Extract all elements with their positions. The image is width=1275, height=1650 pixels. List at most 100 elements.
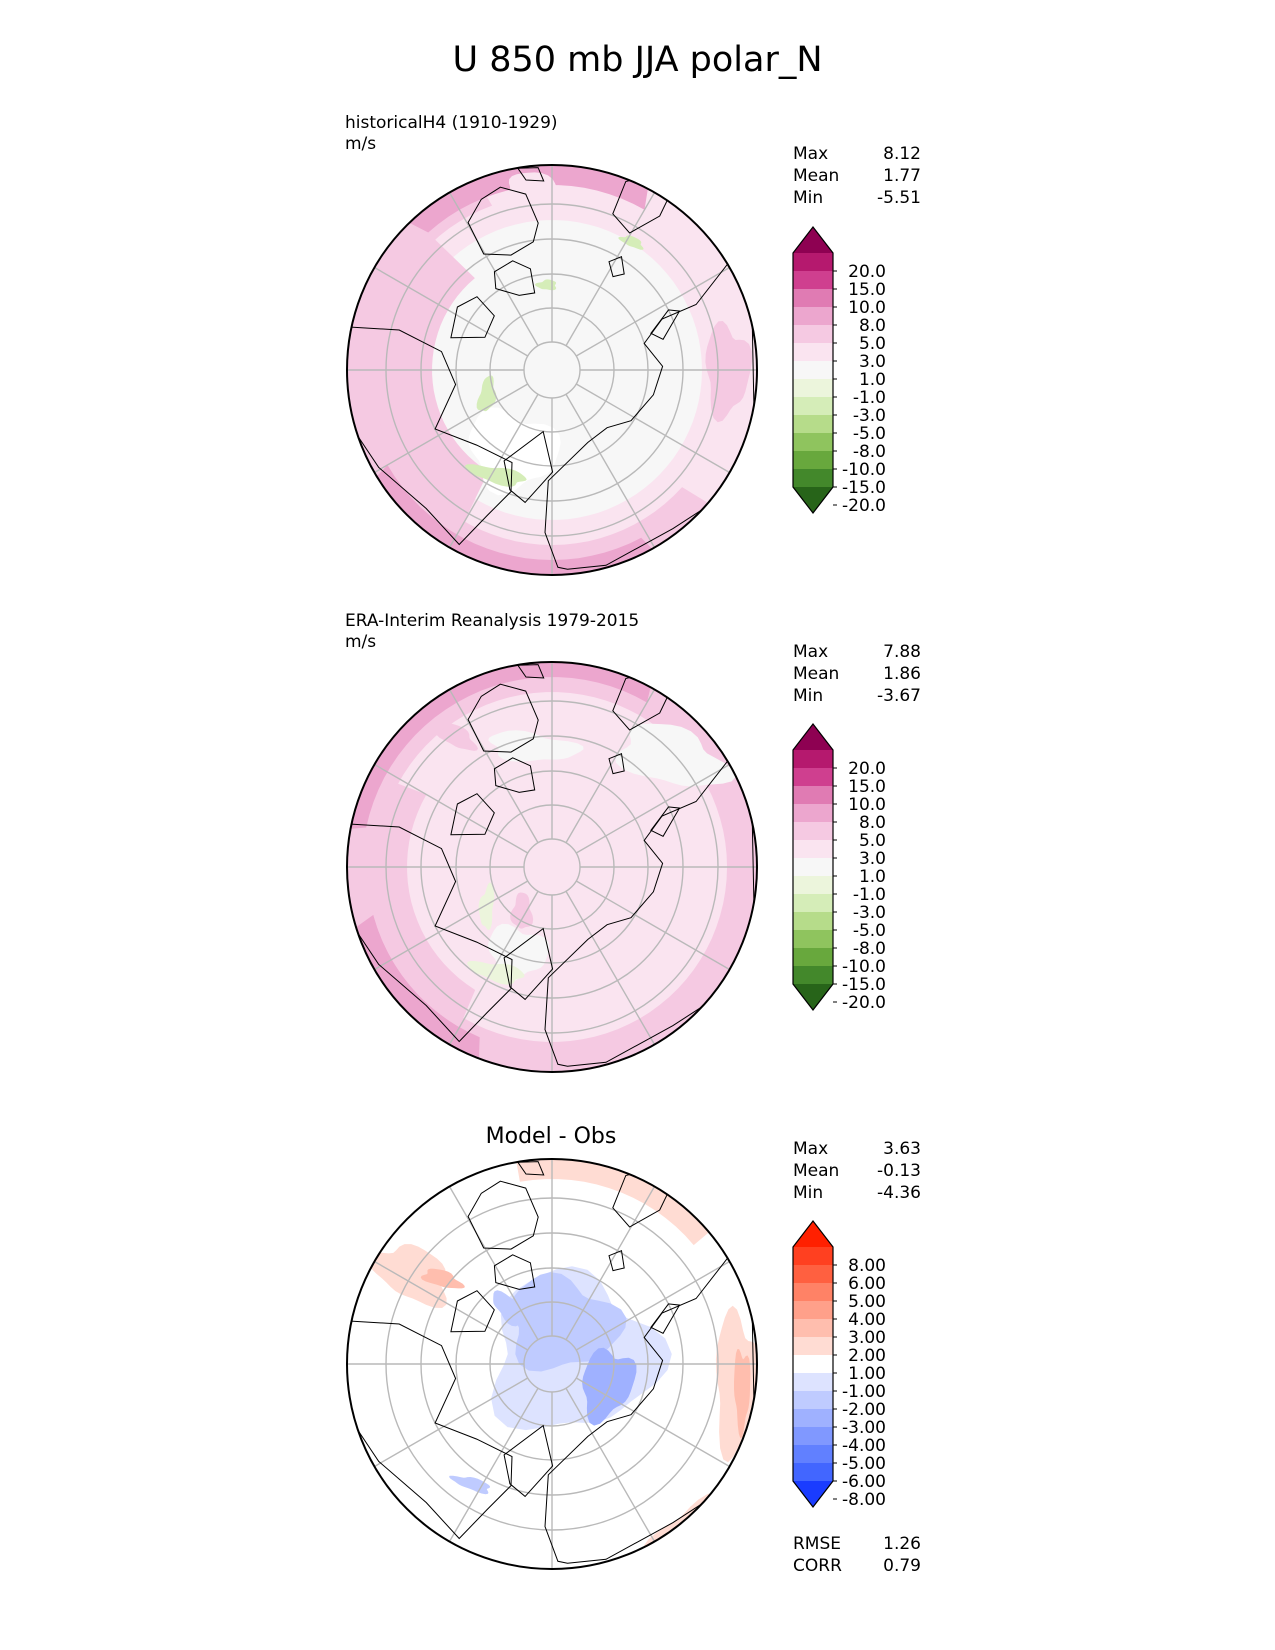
meridian-line xyxy=(448,689,539,844)
colorbar-extend-top xyxy=(793,1221,833,1247)
colorbar-tick-label: -8.0 xyxy=(853,442,886,462)
meridian-line xyxy=(565,1387,656,1542)
colorbar-segment xyxy=(793,361,833,380)
obs-panel-label: ERA-Interim Reanalysis 1979-2015 m/s xyxy=(345,611,639,653)
graticule xyxy=(347,1159,757,1569)
colorbar-segment xyxy=(793,1427,833,1446)
max-label: Max xyxy=(793,642,829,662)
map-boundary xyxy=(346,1158,758,1570)
meridian-line xyxy=(374,1377,529,1468)
coastline-baffin xyxy=(450,1290,495,1333)
colorbar-tick-label: 8.0 xyxy=(859,316,886,336)
colorbar-segment xyxy=(793,325,833,344)
contour-region xyxy=(420,1268,465,1289)
colorbar-segment xyxy=(793,894,833,913)
meridian-line xyxy=(374,763,529,854)
min-label: Min xyxy=(793,188,824,208)
max-label: Max xyxy=(793,1139,829,1159)
meridian-line xyxy=(374,1260,529,1351)
coastline-northAmerica xyxy=(347,326,513,546)
colorbar-tick-label: 3.0 xyxy=(859,849,886,869)
mean-value: 1.86 xyxy=(883,664,921,684)
colorbar-tick-label: 15.0 xyxy=(848,777,886,797)
contour-region xyxy=(435,723,478,751)
colorbar-tick-label: 3.00 xyxy=(848,1328,886,1348)
colorbar-tick-label: -1.00 xyxy=(842,1382,886,1402)
contour-region xyxy=(734,1349,751,1439)
meridian-line xyxy=(374,383,529,474)
contour-region xyxy=(535,279,557,291)
contour-region xyxy=(400,165,650,233)
colorbar-tick-label: 1.00 xyxy=(848,1364,886,1384)
colorbar-segment xyxy=(793,433,833,452)
diff-panel-title: Model - Obs xyxy=(485,1124,617,1149)
max-value: 8.12 xyxy=(883,144,921,164)
meridian-line xyxy=(575,880,730,971)
contour-fill xyxy=(347,662,757,1072)
colorbar-tick-label: 1.0 xyxy=(859,867,886,887)
coastline-svalbard xyxy=(608,753,625,775)
colorbar-tick-label: 10.0 xyxy=(848,795,886,815)
model-stats: Max 8.12 Mean 1.77 Min -5.51 xyxy=(793,143,921,209)
meridian-line xyxy=(565,689,656,844)
mean-label: Mean xyxy=(793,166,840,186)
graticule xyxy=(347,662,757,1072)
contour-region xyxy=(369,465,660,575)
meridian-line xyxy=(448,192,539,347)
coastline-novayaZemlya xyxy=(650,806,681,837)
model-panel-label: historicalH4 (1910-1929) m/s xyxy=(345,113,558,155)
contour-region xyxy=(478,882,495,931)
max-value: 7.88 xyxy=(883,642,921,662)
colorbar-tick-label: 3.0 xyxy=(859,352,886,372)
colorbar-segment xyxy=(793,858,833,877)
colorbar-tick-label: 20.0 xyxy=(848,759,886,779)
min-label: Min xyxy=(793,1183,824,1203)
colorbar-segment xyxy=(793,343,833,362)
colorbar-tick-label: -3.0 xyxy=(853,406,886,426)
coastlines xyxy=(347,1161,756,1564)
coastline-alaska xyxy=(503,927,554,1001)
obs-colorbar: 20.015.010.08.05.03.01.0-1.0-3.0-5.0-8.0… xyxy=(792,723,886,1013)
contour-region xyxy=(514,1159,717,1246)
colorbar-segment xyxy=(793,253,833,272)
min-label: Min xyxy=(793,686,824,706)
contour-region xyxy=(705,321,753,423)
colorbar-segment xyxy=(793,966,833,985)
mean-value: 1.77 xyxy=(883,166,921,186)
colorbar-tick-label: -6.00 xyxy=(842,1472,886,1492)
coastline-novayaZemlya xyxy=(650,309,681,340)
colorbar-segment xyxy=(793,1463,833,1482)
meridian-line xyxy=(565,192,656,347)
coastline-alaska xyxy=(503,1424,554,1498)
colorbar-segment xyxy=(793,415,833,434)
obs-stats: Max 7.88 Mean 1.86 Min -3.67 xyxy=(793,641,921,707)
colorbar-segment xyxy=(793,451,833,470)
meridian-line xyxy=(575,383,730,474)
colorbar-segment xyxy=(793,1337,833,1356)
coastline-ellesmere xyxy=(493,260,536,296)
colorbar-segment xyxy=(793,1373,833,1392)
coastline-ellesmere xyxy=(493,757,536,793)
contour-region xyxy=(510,892,534,929)
contour-region xyxy=(510,1272,627,1372)
colorbar-segment xyxy=(793,948,833,967)
min-value: -5.51 xyxy=(877,188,921,208)
colorbar-segment xyxy=(793,768,833,787)
coastline-svalbard xyxy=(608,256,625,278)
contour-region xyxy=(467,961,525,985)
colorbar-tick-label: -20.0 xyxy=(842,496,886,516)
colorbar-tick-label: -15.0 xyxy=(842,975,886,995)
colorbar-tick-label: -15.0 xyxy=(842,478,886,498)
colorbar-segment xyxy=(793,1445,833,1464)
contour-region xyxy=(367,780,476,1028)
colorbar-tick-label: -3.00 xyxy=(842,1418,886,1438)
diff-colorbar: 8.006.005.004.003.002.001.00-1.00-2.00-3… xyxy=(792,1220,886,1510)
colorbar-tick-label: -8.0 xyxy=(853,939,886,959)
colorbar-segment xyxy=(793,840,833,859)
coastline-novayaZemlya xyxy=(650,1303,681,1334)
colorbar-segment xyxy=(793,307,833,326)
colorbar-tick-label: 8.0 xyxy=(859,813,886,833)
min-value: -3.67 xyxy=(877,686,921,706)
colorbar-tick-label: -2.00 xyxy=(842,1400,886,1420)
meridian-line xyxy=(575,763,730,854)
